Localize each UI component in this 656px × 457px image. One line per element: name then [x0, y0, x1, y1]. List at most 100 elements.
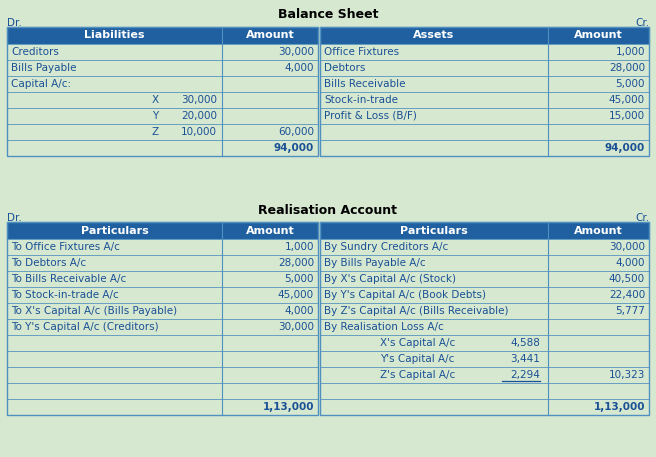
Bar [548, 383, 649, 399]
Text: 5,000: 5,000 [285, 274, 314, 284]
Bar [320, 222, 649, 415]
Bar [320, 383, 548, 399]
Bar [7, 399, 222, 415]
Text: 60,000: 60,000 [278, 127, 314, 137]
Text: 4,000: 4,000 [615, 258, 645, 268]
Bar [320, 92, 548, 108]
Text: 3,441: 3,441 [510, 354, 540, 364]
Bar [548, 335, 649, 351]
Bar [548, 92, 649, 108]
Bar [222, 319, 318, 335]
Bar [7, 92, 222, 108]
Bar [7, 76, 222, 92]
Bar [7, 303, 222, 319]
Text: 30,000: 30,000 [278, 322, 314, 332]
Bar [7, 27, 318, 156]
Bar [7, 335, 222, 351]
Bar [548, 271, 649, 287]
Text: 5,777: 5,777 [615, 306, 645, 316]
Text: Amount: Amount [245, 31, 295, 41]
Text: Stock-in-trade: Stock-in-trade [324, 95, 398, 105]
Bar [222, 44, 318, 60]
Text: To Office Fixtures A/c: To Office Fixtures A/c [11, 242, 120, 252]
Text: 4,000: 4,000 [285, 63, 314, 73]
Bar [548, 222, 649, 239]
Text: 28,000: 28,000 [609, 63, 645, 73]
Text: 30,000: 30,000 [278, 47, 314, 57]
Bar [222, 92, 318, 108]
Bar [320, 222, 548, 239]
Text: 45,000: 45,000 [278, 290, 314, 300]
Bar [548, 239, 649, 255]
Bar [222, 60, 318, 76]
Bar [548, 76, 649, 92]
Bar [320, 303, 548, 319]
Bar [320, 255, 548, 271]
Text: Particulars: Particulars [400, 225, 468, 235]
Text: By Z's Capital A/c (Bills Receivable): By Z's Capital A/c (Bills Receivable) [324, 306, 508, 316]
Bar [222, 76, 318, 92]
Text: Cr.: Cr. [635, 213, 649, 223]
Text: Realisation Account: Realisation Account [258, 203, 398, 217]
Text: Amount: Amount [245, 225, 295, 235]
Bar [320, 271, 548, 287]
Bar [320, 140, 548, 156]
Bar [548, 351, 649, 367]
Bar [320, 287, 548, 303]
Bar [222, 27, 318, 44]
Text: By Sundry Creditors A/c: By Sundry Creditors A/c [324, 242, 448, 252]
Text: 15,000: 15,000 [609, 111, 645, 121]
Bar [320, 367, 548, 383]
Text: 28,000: 28,000 [278, 258, 314, 268]
Text: Capital A/c:: Capital A/c: [11, 79, 71, 89]
Bar [7, 287, 222, 303]
Text: By Realisation Loss A/c: By Realisation Loss A/c [324, 322, 443, 332]
Bar [548, 27, 649, 44]
Text: Cr.: Cr. [635, 18, 649, 28]
Bar [548, 60, 649, 76]
Text: Assets: Assets [413, 31, 455, 41]
Text: Y: Y [152, 111, 158, 121]
Text: 5,000: 5,000 [615, 79, 645, 89]
Bar [7, 108, 222, 124]
Bar [7, 27, 318, 44]
Bar [548, 367, 649, 383]
Bar [320, 124, 548, 140]
Bar [7, 271, 222, 287]
Bar [548, 319, 649, 335]
Text: 1,000: 1,000 [285, 242, 314, 252]
Bar [548, 108, 649, 124]
Text: By Bills Payable A/c: By Bills Payable A/c [324, 258, 426, 268]
Bar [320, 27, 649, 44]
Text: 30,000: 30,000 [181, 95, 217, 105]
Text: 1,13,000: 1,13,000 [262, 402, 314, 412]
Text: Bills Receivable: Bills Receivable [324, 79, 405, 89]
Bar [548, 255, 649, 271]
Text: 94,000: 94,000 [605, 143, 645, 153]
Text: 4,000: 4,000 [285, 306, 314, 316]
Bar [320, 27, 649, 156]
Text: 1,000: 1,000 [615, 47, 645, 57]
Text: Profit & Loss (B/F): Profit & Loss (B/F) [324, 111, 417, 121]
Bar [548, 303, 649, 319]
Bar [7, 239, 222, 255]
Bar [222, 399, 318, 415]
Bar [7, 222, 222, 239]
Text: 45,000: 45,000 [609, 95, 645, 105]
Text: Z: Z [152, 127, 159, 137]
Bar [320, 239, 548, 255]
Bar [222, 255, 318, 271]
Text: Liabilities: Liabilities [84, 31, 145, 41]
Bar [222, 351, 318, 367]
Text: 2,294: 2,294 [510, 370, 540, 380]
Bar [7, 319, 222, 335]
Text: To Debtors A/c: To Debtors A/c [11, 258, 86, 268]
Bar [320, 44, 548, 60]
Bar [320, 335, 548, 351]
Bar [222, 303, 318, 319]
Text: Debtors: Debtors [324, 63, 365, 73]
Bar [7, 222, 318, 239]
Text: Creditors: Creditors [11, 47, 59, 57]
Bar [320, 399, 548, 415]
Text: Y's Capital A/c: Y's Capital A/c [380, 354, 455, 364]
